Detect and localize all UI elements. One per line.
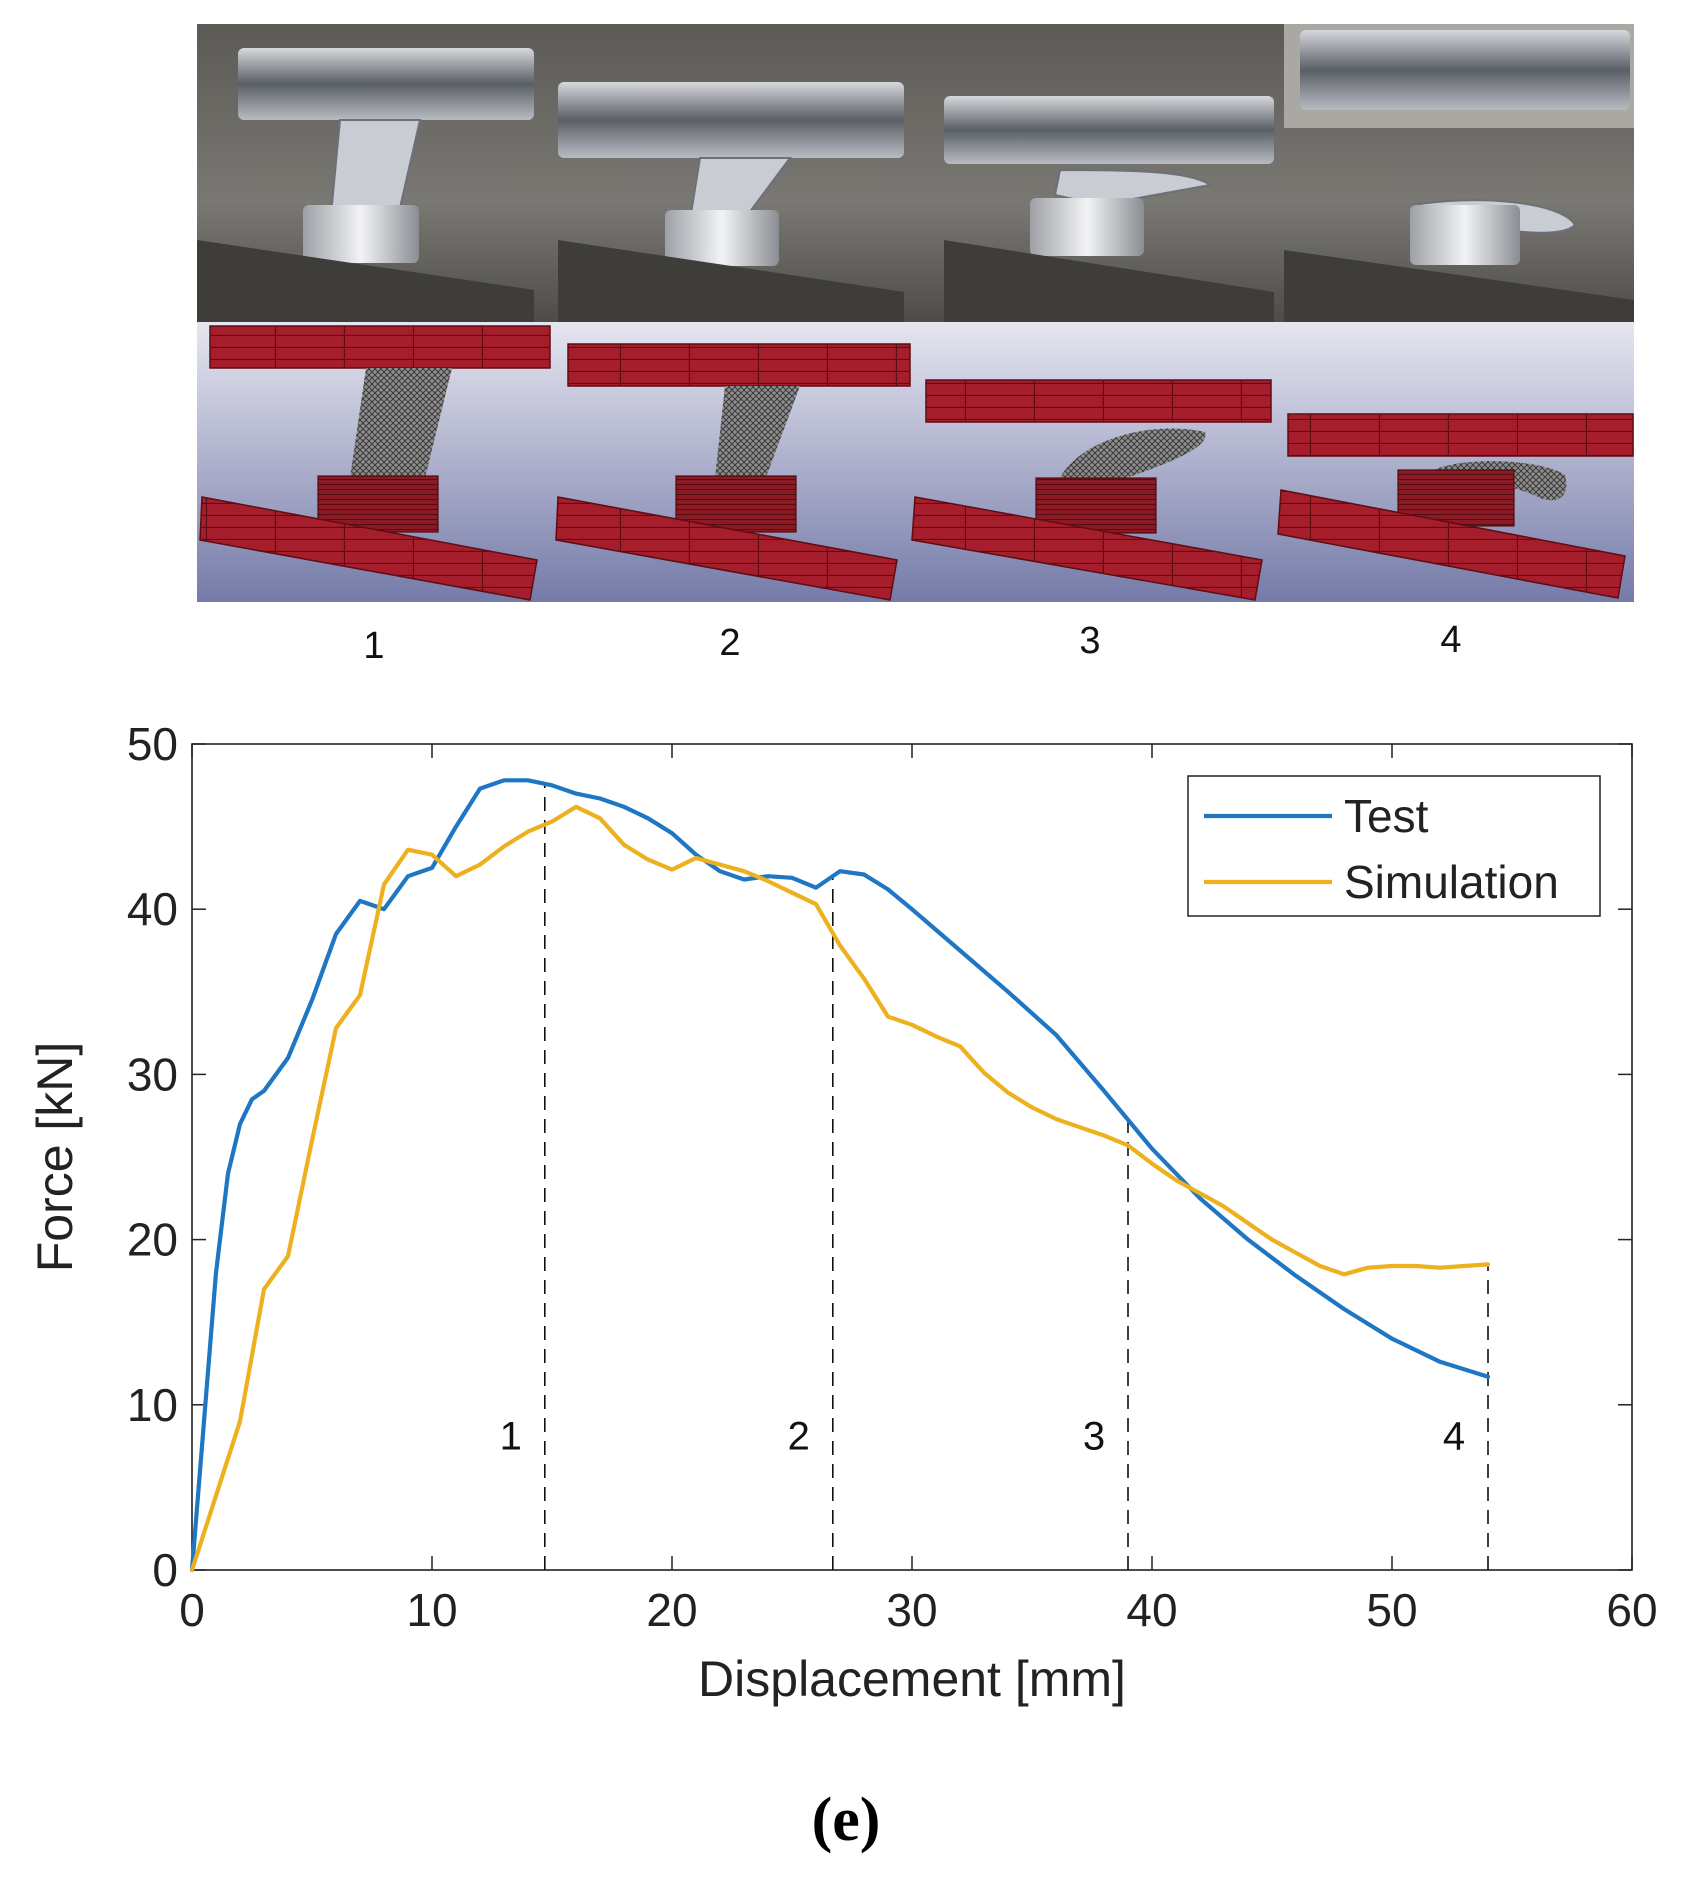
panel-label: (e) [812, 1786, 881, 1854]
simulation-frame-4 [1277, 413, 1634, 599]
stage-label-2: 2 [719, 622, 740, 664]
x-tick-label: 0 [179, 1584, 205, 1636]
legend: Test Simulation [1187, 775, 1601, 917]
chart: 0 10 20 30 40 50 60 0 10 20 30 40 50 Displacement [mm… [27, 718, 1658, 1707]
panel-label-letter: e [832, 1786, 860, 1854]
x-tick-label: 20 [646, 1584, 697, 1636]
test-photo-strip [197, 24, 1634, 322]
legend-label-simulation: Simulation [1344, 856, 1559, 908]
test-photo-2 [558, 82, 904, 322]
stage-label-4: 4 [1440, 619, 1461, 661]
legend-box [1187, 775, 1601, 917]
y-tick-label: 50 [127, 718, 178, 770]
simulation-strip [197, 322, 1634, 602]
marker-label-2: 2 [788, 1414, 810, 1458]
series-line-simulation [189, 804, 1491, 1573]
legend-label-test: Test [1344, 790, 1429, 842]
x-axis-label: Displacement [mm] [698, 1651, 1126, 1707]
y-tick-label: 30 [127, 1048, 178, 1100]
stage-labels: 1 2 3 4 [363, 619, 1461, 667]
x-tick-label: 30 [886, 1584, 937, 1636]
y-tick-label: 20 [127, 1214, 178, 1266]
marker-label-4: 4 [1443, 1414, 1465, 1458]
simulation-frame-2 [555, 343, 911, 601]
simulation-frame-3 [911, 379, 1272, 601]
stage-label-3: 3 [1079, 620, 1100, 662]
y-axis-label: Force [kN] [27, 1042, 83, 1273]
test-photo-4 [1284, 24, 1634, 322]
x-tick-label: 40 [1126, 1584, 1177, 1636]
plot-area: 0 10 20 30 40 50 60 0 10 20 30 40 50 Displacement [mm… [27, 718, 1658, 1707]
series-line-test [189, 778, 1491, 1573]
x-tick-label: 60 [1606, 1584, 1657, 1636]
marker-label-1: 1 [500, 1414, 522, 1458]
test-photo-1 [197, 48, 534, 322]
y-tick-label: 40 [127, 883, 178, 935]
marker-label-3: 3 [1083, 1414, 1105, 1458]
x-tick-label: 50 [1366, 1584, 1417, 1636]
x-tick-label: 10 [406, 1584, 457, 1636]
simulation-frame-1 [199, 325, 551, 601]
test-photo-3 [944, 96, 1274, 322]
stage-label-1: 1 [363, 625, 384, 667]
y-tick-label: 10 [127, 1379, 178, 1431]
y-tick-label: 0 [152, 1544, 178, 1596]
